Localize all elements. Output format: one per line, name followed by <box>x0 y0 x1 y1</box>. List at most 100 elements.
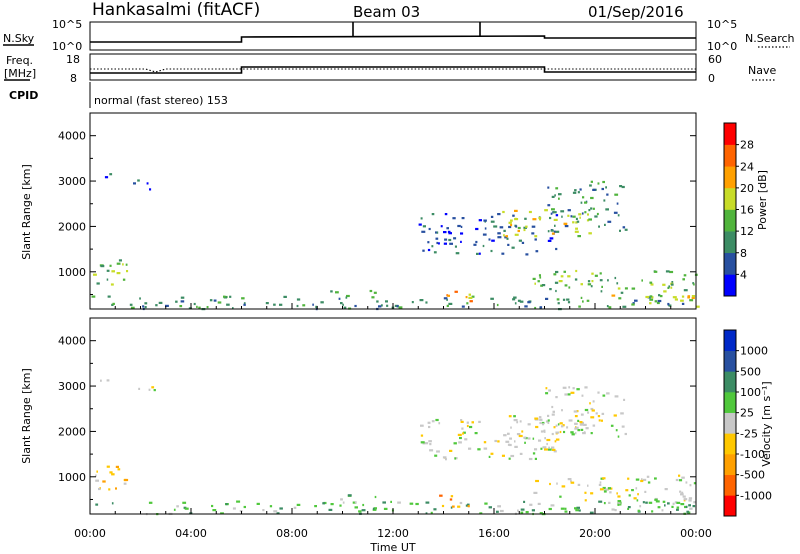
scatter-cell <box>596 212 599 216</box>
scatter-cell <box>637 509 640 512</box>
scatter-cell <box>649 302 652 305</box>
scatter-cell <box>342 501 345 504</box>
scatter-cell <box>592 424 596 427</box>
scatter-cell <box>589 184 592 187</box>
scatter-cell <box>682 495 686 498</box>
nave-tick-bottom: 0 <box>708 72 715 85</box>
scatter-cell <box>574 230 579 233</box>
scatter-cell <box>431 213 435 216</box>
scatter-cell <box>517 509 519 512</box>
scatter-cell <box>354 304 357 308</box>
scatter-cell <box>225 503 228 506</box>
scatter-cell <box>572 387 575 390</box>
colorbar-swatch <box>724 144 736 167</box>
freq-tick-bottom: 8 <box>70 72 77 85</box>
scatter-cell <box>527 301 531 304</box>
scatter-cell <box>525 511 529 514</box>
scatter-cell <box>579 216 581 219</box>
scatter-cell <box>571 433 575 436</box>
scatter-cell <box>217 301 222 304</box>
scatter-cell <box>679 490 682 493</box>
scatter-cell <box>549 288 552 291</box>
scatter-cell <box>572 191 577 194</box>
colorbar-tick-label: 20 <box>740 182 754 195</box>
scatter-cell <box>98 487 101 491</box>
scatter-cell <box>512 214 515 217</box>
scatter-cell <box>640 479 644 483</box>
scatter-cell <box>506 237 509 240</box>
scatter-cell <box>484 227 487 230</box>
scatter-cell <box>155 304 158 307</box>
x-tick-label: 08:00 <box>276 527 308 540</box>
scatter-cell <box>415 502 419 506</box>
scatter-cell <box>590 285 593 288</box>
scatter-cell <box>447 294 450 297</box>
scatter-cell <box>548 448 552 451</box>
scatter-cell <box>179 305 183 308</box>
scatter-cell <box>558 280 563 283</box>
scatter-cell <box>383 507 388 510</box>
scatter-cell <box>315 305 318 308</box>
scatter-cell <box>465 504 470 507</box>
scatter-cell <box>605 208 609 211</box>
scatter-cell <box>515 225 518 228</box>
scatter-cell <box>567 393 571 396</box>
scatter-cell <box>570 391 575 394</box>
scatter-cell <box>111 270 115 273</box>
scatter-cell <box>158 301 163 304</box>
scatter-cell <box>361 509 366 512</box>
scatter-cell <box>588 232 592 235</box>
scatter-cell <box>433 251 437 254</box>
scatter-cell <box>580 201 583 204</box>
scatter-cell <box>617 500 622 503</box>
scatter-cell <box>533 491 538 494</box>
scatter-cell <box>461 305 465 308</box>
scatter-cell <box>448 302 453 305</box>
scatter-cell <box>469 300 473 303</box>
colorbar-swatch <box>724 433 736 455</box>
scatter-cell <box>532 452 536 455</box>
scatter-cell <box>551 432 554 436</box>
scatter-cell <box>547 186 550 189</box>
scatter-cell <box>555 247 558 251</box>
scatter-cell <box>483 441 487 444</box>
scatter-cell <box>555 424 558 427</box>
scatter-cell <box>608 501 611 504</box>
power-scatter-cells <box>91 173 700 311</box>
x-tick-label: 00:00 <box>680 527 712 540</box>
colorbar-tick-label: 4 <box>740 268 747 281</box>
scatter-cell <box>656 301 660 305</box>
scatter-cell <box>676 508 679 511</box>
scatter-cell <box>553 218 558 221</box>
scatter-cell <box>667 502 670 505</box>
scatter-cell <box>577 419 580 422</box>
scatter-cell <box>566 298 570 301</box>
x-tick-label: 04:00 <box>175 527 207 540</box>
scatter-cell <box>380 304 383 307</box>
scatter-cell <box>642 501 645 504</box>
scatter-cell <box>527 437 531 440</box>
scatter-cell <box>567 478 572 481</box>
scatter-cell <box>497 505 501 508</box>
scatter-cell <box>262 509 265 512</box>
scatter-cell <box>564 507 567 510</box>
scatter-cell <box>689 299 694 302</box>
scatter-cell <box>534 306 537 310</box>
scatter-cell <box>555 396 558 399</box>
scatter-cell <box>106 379 110 382</box>
scatter-cell <box>589 511 594 514</box>
scatter-cell <box>602 180 605 184</box>
scatter-cell <box>689 484 692 487</box>
scatter-cell <box>560 275 564 278</box>
scatter-cell <box>453 237 457 240</box>
scatter-cell <box>590 207 593 210</box>
scatter-cell <box>573 410 578 413</box>
scatter-cell <box>454 245 457 248</box>
scatter-cell <box>528 210 532 214</box>
scatter-cell <box>645 501 648 504</box>
scatter-cell <box>639 505 642 508</box>
colorbar-tick-label: 1000 <box>740 345 768 358</box>
scatter-cell <box>539 306 543 309</box>
scatter-cell <box>328 508 333 511</box>
scatter-cell <box>265 302 269 305</box>
